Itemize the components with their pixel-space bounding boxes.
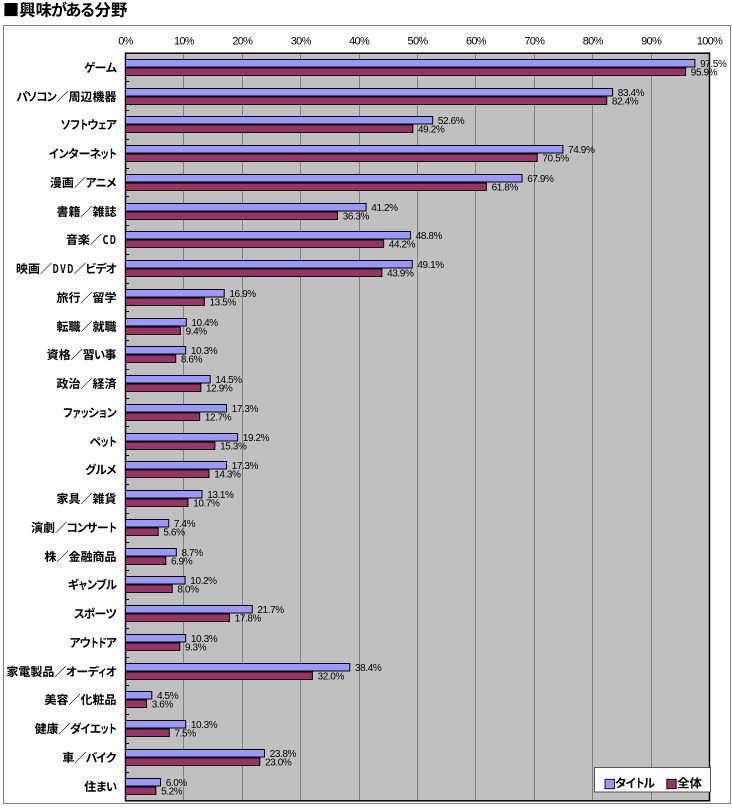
svg-text:13.1%: 13.1% — [207, 490, 234, 501]
svg-text:5.2%: 5.2% — [161, 787, 183, 798]
svg-text:6.0%: 6.0% — [166, 778, 188, 789]
svg-text:17.8%: 17.8% — [235, 614, 262, 625]
svg-text:49.1%: 49.1% — [417, 260, 444, 271]
svg-text:49.2%: 49.2% — [418, 124, 445, 135]
svg-text:82.4%: 82.4% — [612, 97, 639, 108]
svg-text:10.3%: 10.3% — [191, 720, 218, 731]
svg-text:100%: 100% — [697, 36, 723, 48]
svg-text:6.9%: 6.9% — [171, 557, 193, 568]
svg-text:40%: 40% — [349, 36, 370, 48]
svg-text:36.3%: 36.3% — [343, 211, 370, 222]
svg-text:15.3%: 15.3% — [220, 441, 247, 452]
svg-text:10.2%: 10.2% — [190, 576, 217, 587]
svg-text:30%: 30% — [291, 36, 312, 48]
svg-text:7.5%: 7.5% — [175, 729, 197, 740]
svg-text:70%: 70% — [524, 36, 545, 48]
svg-text:19.2%: 19.2% — [243, 433, 270, 444]
svg-text:70.5%: 70.5% — [542, 153, 569, 164]
svg-text:0%: 0% — [118, 36, 133, 48]
svg-text:20%: 20% — [232, 36, 253, 48]
svg-text:95.9%: 95.9% — [691, 68, 718, 79]
svg-text:10%: 10% — [174, 36, 195, 48]
svg-text:23.8%: 23.8% — [270, 749, 297, 760]
svg-text:12.7%: 12.7% — [205, 412, 232, 423]
svg-text:8.6%: 8.6% — [181, 354, 203, 365]
svg-text:44.2%: 44.2% — [389, 239, 416, 250]
svg-text:14.3%: 14.3% — [214, 469, 241, 480]
svg-text:43.9%: 43.9% — [387, 268, 414, 279]
svg-text:32.0%: 32.0% — [318, 672, 345, 683]
svg-text:10.7%: 10.7% — [193, 498, 220, 509]
svg-text:67.9%: 67.9% — [527, 174, 554, 185]
svg-text:7.4%: 7.4% — [174, 519, 196, 530]
svg-text:48.8%: 48.8% — [416, 231, 443, 242]
svg-text:97.5%: 97.5% — [700, 59, 727, 70]
svg-text:50%: 50% — [408, 36, 429, 48]
svg-text:83.4%: 83.4% — [618, 88, 645, 99]
svg-text:17.3%: 17.3% — [232, 404, 259, 415]
svg-text:74.9%: 74.9% — [568, 145, 595, 156]
svg-text:10.4%: 10.4% — [191, 318, 218, 329]
svg-text:5.6%: 5.6% — [163, 528, 185, 539]
svg-text:16.9%: 16.9% — [229, 289, 256, 300]
svg-text:10.3%: 10.3% — [191, 634, 218, 645]
svg-text:80%: 80% — [583, 36, 604, 48]
svg-text:38.4%: 38.4% — [355, 663, 382, 674]
svg-text:12.9%: 12.9% — [206, 383, 233, 394]
svg-text:3.6%: 3.6% — [152, 700, 174, 711]
svg-text:4.5%: 4.5% — [157, 691, 179, 702]
svg-text:9.4%: 9.4% — [186, 326, 208, 337]
svg-text:9.3%: 9.3% — [185, 643, 207, 654]
svg-text:8.0%: 8.0% — [177, 585, 199, 596]
svg-text:41.2%: 41.2% — [371, 203, 398, 214]
svg-text:21.7%: 21.7% — [257, 605, 284, 616]
svg-text:14.5%: 14.5% — [215, 375, 242, 386]
svg-text:13.5%: 13.5% — [210, 297, 237, 308]
svg-text:52.6%: 52.6% — [438, 116, 465, 127]
svg-text:17.3%: 17.3% — [232, 461, 259, 472]
svg-text:8.7%: 8.7% — [182, 548, 204, 559]
svg-text:23.0%: 23.0% — [265, 758, 292, 769]
svg-text:90%: 90% — [641, 36, 662, 48]
svg-text:61.8%: 61.8% — [492, 182, 519, 193]
svg-text:60%: 60% — [466, 36, 487, 48]
svg-text:10.3%: 10.3% — [191, 346, 218, 357]
